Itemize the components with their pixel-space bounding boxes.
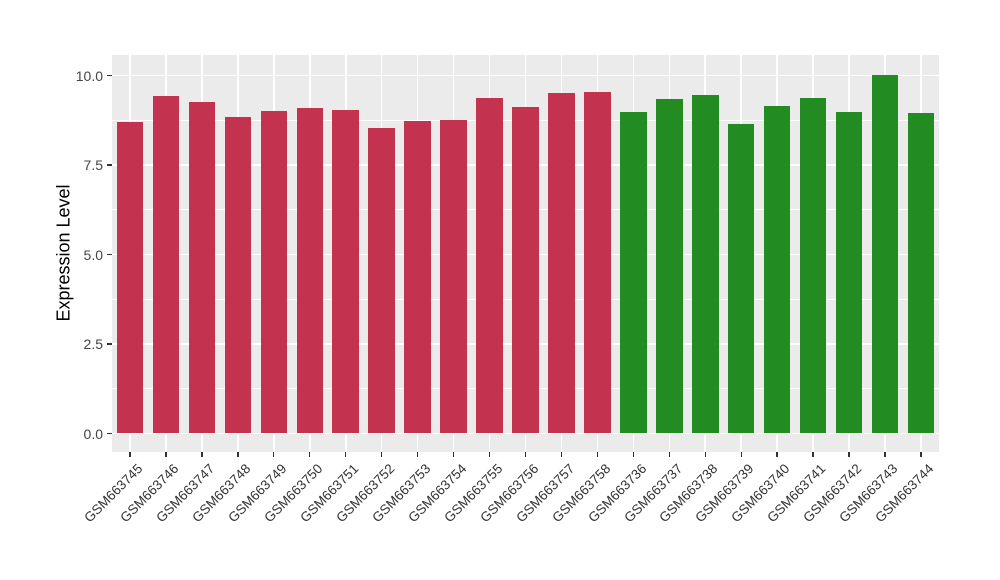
bar: [548, 93, 575, 434]
y-tick-mark: [106, 432, 112, 435]
x-tick-mark: [380, 452, 383, 457]
y-tick-label: 5.0: [83, 246, 103, 263]
x-tick-mark: [848, 452, 850, 457]
bar: [656, 99, 683, 434]
x-tick-mark: [668, 452, 671, 457]
x-tick-mark: [237, 452, 239, 457]
x-tick-mark: [920, 452, 922, 457]
x-tick-mark: [632, 452, 635, 457]
bar: [152, 95, 180, 434]
bar: [763, 106, 791, 434]
x-tick-mark: [560, 452, 563, 457]
bar: [188, 101, 216, 434]
x-tick-mark: [704, 452, 706, 457]
bar: [512, 107, 539, 434]
y-tick-mark: [106, 74, 112, 77]
x-tick-mark: [524, 452, 527, 457]
x-tick-mark: [596, 452, 599, 457]
y-tick-label: 7.5: [83, 157, 103, 173]
bar: [476, 98, 503, 434]
x-tick-mark: [309, 452, 311, 457]
bar: [260, 110, 288, 434]
plot-panel: [112, 55, 939, 452]
y-tick-label: 10.0: [75, 67, 103, 84]
y-tick-label: 0.0: [83, 425, 103, 442]
x-tick-mark: [165, 452, 167, 457]
bar: [440, 119, 467, 434]
bar: [584, 91, 611, 434]
bar: [368, 128, 395, 434]
x-tick-mark: [812, 452, 814, 457]
bar: [620, 111, 647, 434]
bar: [907, 112, 935, 434]
x-tick-mark: [129, 452, 131, 457]
bar: [692, 94, 719, 434]
y-tick-mark: [106, 343, 112, 345]
x-tick-mark: [345, 452, 347, 457]
x-tick-mark: [776, 452, 778, 457]
y-tick-mark: [106, 253, 112, 256]
x-tick-mark: [416, 452, 419, 457]
bar: [835, 111, 863, 434]
x-tick-mark: [452, 452, 455, 457]
bar: [404, 120, 431, 434]
bar: [296, 108, 323, 434]
bar: [116, 122, 144, 434]
x-tick-mark: [488, 452, 491, 457]
x-tick-mark: [740, 452, 742, 457]
bar: [871, 74, 899, 434]
bar: [799, 98, 827, 434]
bar: [332, 109, 359, 434]
bar: [224, 117, 252, 434]
x-tick-mark: [273, 452, 275, 457]
y-tick-mark: [106, 164, 112, 166]
x-tick-mark: [884, 452, 886, 457]
x-tick-mark: [201, 452, 203, 457]
bar: [727, 123, 755, 434]
y-tick-label: 2.5: [83, 336, 103, 352]
